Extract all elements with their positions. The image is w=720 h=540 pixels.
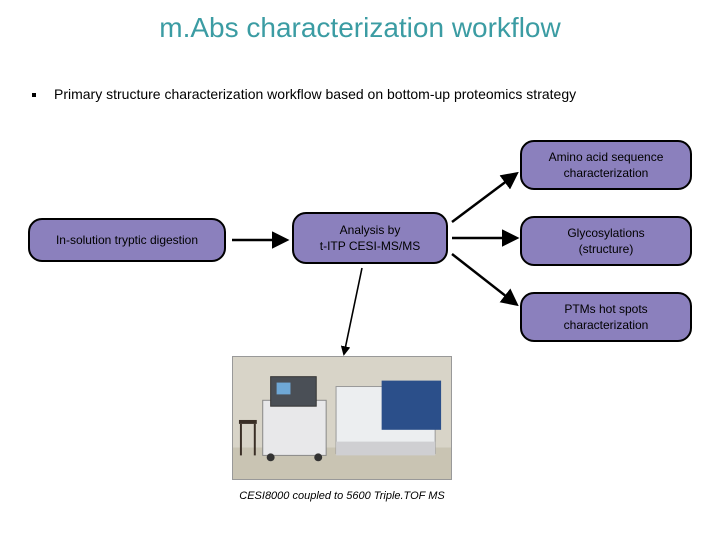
box-ptm-line1: PTMs hot spots <box>564 301 647 317</box>
arrow-analysis-to-photo <box>344 268 362 354</box>
box-digestion: In-solution tryptic digestion <box>28 218 226 262</box>
box-analysis: Analysis by t-ITP CESI-MS/MS <box>292 212 448 264</box>
instrument-photo <box>232 356 452 480</box>
bullet-item: Primary structure characterization workf… <box>32 86 576 102</box>
box-analysis-line1: Analysis by <box>340 222 401 238</box>
page-title: m.Abs characterization workflow <box>0 12 720 44</box>
bullet-marker <box>32 93 36 97</box>
box-amino-line2: characterization <box>564 165 649 181</box>
instrument-photo-svg <box>233 357 451 479</box>
box-amino-line1: Amino acid sequence <box>549 149 664 165</box>
box-glycosylations: Glycosylations (structure) <box>520 216 692 266</box>
box-amino-acid: Amino acid sequence characterization <box>520 140 692 190</box>
photo-caption: CESI8000 coupled to 5600 Triple.TOF MS <box>210 490 474 502</box>
arrow-analysis-to-ptm <box>452 254 516 304</box>
box-glyco-line2: (structure) <box>579 241 634 257</box>
arrow-analysis-to-amino <box>452 174 516 222</box>
box-glyco-line1: Glycosylations <box>567 225 644 241</box>
bullet-text: Primary structure characterization workf… <box>54 86 576 102</box>
box-ptm-line2: characterization <box>564 317 649 333</box>
box-digestion-line1: In-solution tryptic digestion <box>56 232 198 248</box>
box-analysis-line2: t-ITP CESI-MS/MS <box>320 238 420 254</box>
box-ptm-hotspots: PTMs hot spots characterization <box>520 292 692 342</box>
